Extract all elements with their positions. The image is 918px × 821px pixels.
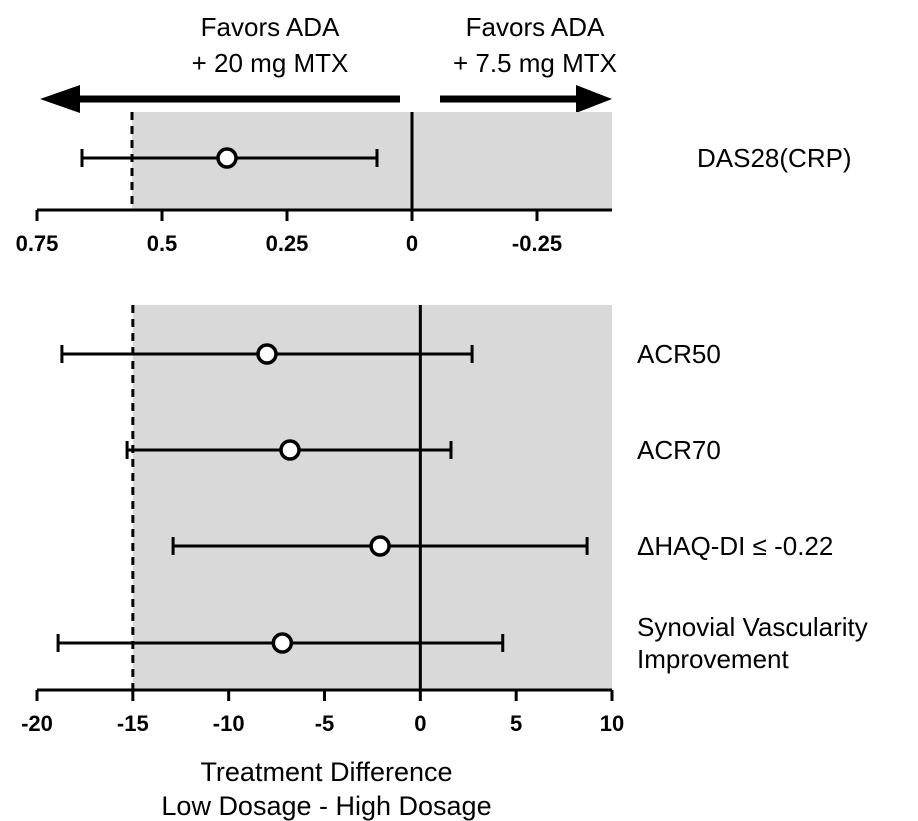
point-estimate — [256, 343, 278, 365]
x-tick-label: 0.25 — [266, 231, 309, 256]
x-tick-label: 5 — [510, 711, 522, 736]
favor-left-line1: Favors ADA — [201, 12, 340, 42]
x-tick-label: -20 — [21, 711, 53, 736]
favor-left-arrow — [40, 85, 400, 113]
row-label: DAS28(CRP) — [697, 143, 852, 173]
shaded-region — [132, 305, 613, 690]
x-tick-label: -15 — [117, 711, 149, 736]
x-tick-label: 0.5 — [147, 231, 178, 256]
x-tick-label: -0.25 — [512, 231, 562, 256]
x-axis-title: Treatment Difference — [200, 757, 452, 787]
row-label: ΔHAQ-DI ≤ -0.22 — [637, 531, 833, 561]
point-estimate — [271, 632, 294, 654]
shaded-region — [132, 112, 612, 210]
row-label: ACR50 — [637, 339, 721, 369]
favor-right-line2: + 7.5 mg MTX — [453, 48, 617, 78]
x-tick-label: 10 — [600, 711, 624, 736]
x-tick-label: -5 — [315, 711, 335, 736]
outcomes-panel: -20 -15 -10 -5 0 5 10 ACR50 ACR70 ΔHAQ-DI ≤ -0.22… — [21, 305, 868, 821]
das28-panel: 0.75 0.5 0.25 0 -0.25 DAS28(CRP) — [16, 112, 852, 256]
row-label: ACR70 — [637, 435, 721, 465]
point-estimate — [279, 439, 301, 461]
favor-right-arrow — [440, 85, 612, 113]
favor-right-line1: Favors ADA — [466, 12, 605, 42]
x-tick-label: -10 — [213, 711, 245, 736]
row-label: Synovial Vascularity — [637, 612, 868, 642]
row-label: Improvement — [637, 644, 789, 674]
favor-left-line2: + 20 mg MTX — [192, 48, 349, 78]
x-tick-label: 0.75 — [16, 231, 59, 256]
point-estimate — [369, 535, 391, 557]
x-tick-label: 0 — [406, 231, 418, 256]
point-estimate — [216, 147, 238, 169]
x-tick-label: 0 — [414, 711, 426, 736]
x-axis-title: Low Dosage - High Dosage — [161, 791, 491, 821]
